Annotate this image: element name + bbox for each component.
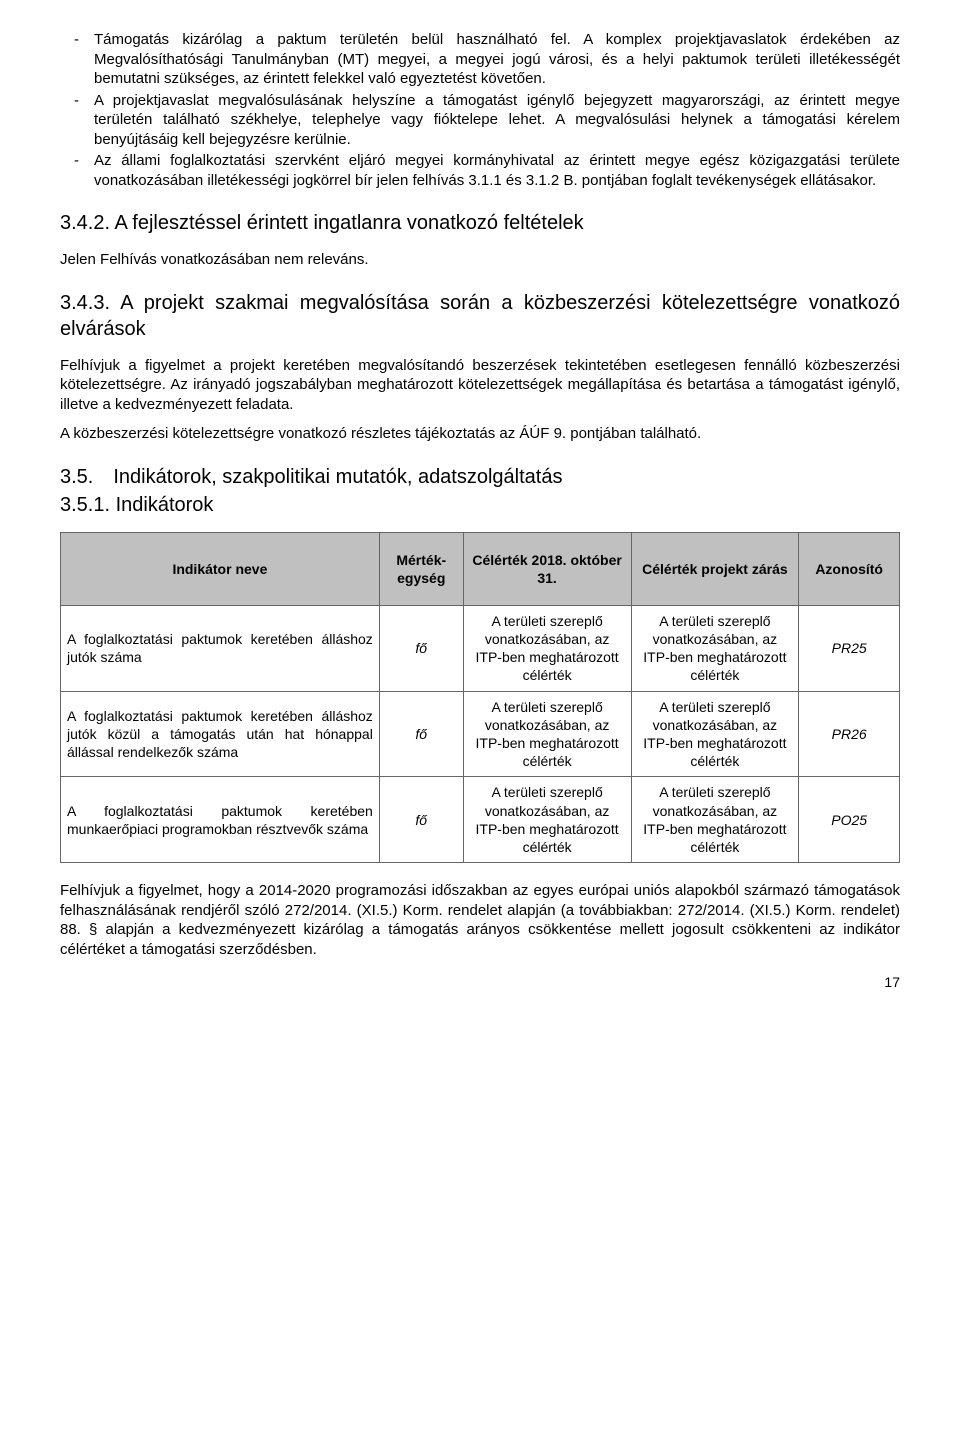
indicator-target-2018: A területi szereplő vonatkozásában, az I…	[463, 691, 631, 777]
section-3-4-2-title: 3.4.2. A fejlesztéssel érintett ingatlan…	[60, 210, 900, 236]
indicator-name: A foglalkoztatási paktumok keretében áll…	[61, 691, 380, 777]
indicator-id: PR25	[799, 605, 900, 691]
table-header-cell: Célérték projekt zárás	[631, 532, 799, 605]
indicator-target-close: A területi szereplő vonatkozásában, az I…	[631, 777, 799, 863]
table-header-cell: Indikátor neve	[61, 532, 380, 605]
section-3-4-3-p2: A közbeszerzési kötelezettségre vonatkoz…	[60, 424, 900, 444]
section-3-5-title: 3.5. Indikátorok, szakpolitikai mutatók,…	[60, 464, 900, 490]
section-3-4-3-title: 3.4.3. A projekt szakmai megvalósítása s…	[60, 290, 900, 342]
indicator-table: Indikátor neve Mérték-egység Célérték 20…	[60, 532, 900, 864]
indicator-name: A foglalkoztatási paktumok keretében áll…	[61, 605, 380, 691]
closing-paragraph: Felhívjuk a figyelmet, hogy a 2014-2020 …	[60, 881, 900, 959]
bullet-item: A projektjavaslat megvalósulásának helys…	[60, 91, 900, 150]
section-3-5-1-title: 3.5.1. Indikátorok	[60, 492, 900, 518]
table-header-cell: Azonosító	[799, 532, 900, 605]
indicator-target-close: A területi szereplő vonatkozásában, az I…	[631, 605, 799, 691]
table-header-cell: Mérték-egység	[379, 532, 463, 605]
indicator-unit: fő	[379, 777, 463, 863]
table-row: A foglalkoztatási paktumok keretében áll…	[61, 691, 900, 777]
table-header-cell: Célérték 2018. október 31.	[463, 532, 631, 605]
bullet-item: Az állami foglalkoztatási szervként eljá…	[60, 151, 900, 190]
indicator-target-2018: A területi szereplő vonatkozásában, az I…	[463, 777, 631, 863]
table-row: A foglalkoztatási paktumok keretében mun…	[61, 777, 900, 863]
indicator-id: PR26	[799, 691, 900, 777]
indicator-target-2018: A területi szereplő vonatkozásában, az I…	[463, 605, 631, 691]
table-header-row: Indikátor neve Mérték-egység Célérték 20…	[61, 532, 900, 605]
indicator-name: A foglalkoztatási paktumok keretében mun…	[61, 777, 380, 863]
section-3-4-2-body: Jelen Felhívás vonatkozásában nem relevá…	[60, 250, 900, 270]
bullet-item: Támogatás kizárólag a paktum területén b…	[60, 30, 900, 89]
indicator-target-close: A területi szereplő vonatkozásában, az I…	[631, 691, 799, 777]
indicator-unit: fő	[379, 605, 463, 691]
page-number: 17	[60, 973, 900, 991]
section-3-4-3-p1: Felhívjuk a figyelmet a projekt keretébe…	[60, 356, 900, 415]
indicator-id: PO25	[799, 777, 900, 863]
table-row: A foglalkoztatási paktumok keretében áll…	[61, 605, 900, 691]
indicator-unit: fő	[379, 691, 463, 777]
bullet-list: Támogatás kizárólag a paktum területén b…	[60, 30, 900, 190]
